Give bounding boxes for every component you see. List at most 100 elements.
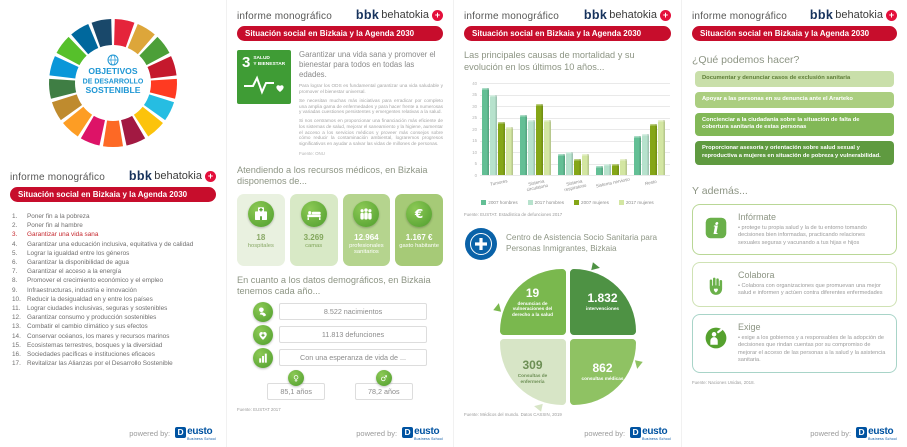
sdg3-label: SALUD Y BIENESTAR xyxy=(253,56,286,67)
panel-actions: informe monográfico bbk behatokia + Situ… xyxy=(682,0,907,447)
cassin-label: consultas médicas xyxy=(581,376,624,382)
ademas-card-title: Infórmate xyxy=(738,211,777,222)
source-note: Fuente: EUSTAT 2017 xyxy=(237,406,281,412)
cycle-arrow-icon xyxy=(492,302,503,312)
resource-card: €1.167 € gasto habitante xyxy=(395,193,443,266)
y-axis-tick: 30 xyxy=(472,103,477,109)
report-kicker: informe monográfico xyxy=(237,11,332,22)
resources-heading: Atendiendo a los recursos médicos, en Bi… xyxy=(237,164,428,187)
x-axis-label: Tumores xyxy=(489,178,508,187)
deusto-logo: D eusto Business School xyxy=(630,426,671,442)
goal-number: 8. xyxy=(12,277,18,285)
y-axis-tick: 35 xyxy=(472,92,477,97)
goal-text: Lograr la igualdad entre los géneros xyxy=(27,249,130,257)
sdg-goal-item: 15. Ecosistemas terrestres, bosques y la … xyxy=(10,341,216,350)
resource-card: 3.269 camas xyxy=(289,193,338,266)
resources-cards: 18 hospitales 3.269 camas 12.964 profesionale… xyxy=(237,193,443,266)
powered-by-label: powered by: xyxy=(356,429,398,439)
sdg-wheel-segment xyxy=(113,19,135,48)
life-expectancy-row: ♀ 85,1 años ♂ 78,2 años xyxy=(237,369,443,400)
male-icon: ♂ xyxy=(375,369,392,386)
deusto-logo-main: D eusto xyxy=(630,426,668,438)
heartbeat-icon xyxy=(244,75,284,95)
legend-swatch xyxy=(481,200,487,205)
ademas-card-body: Exige exige a los gobiernos y a responsab… xyxy=(738,322,888,365)
life-expectancy-item: ♂ 78,2 años xyxy=(355,369,413,400)
sdg-goals-list: 1. Poner fin a la pobreza 2. Poner fin al h… xyxy=(10,212,216,368)
chart-bar xyxy=(642,133,649,175)
chart-bar xyxy=(634,135,641,175)
resource-value: 1.167 € xyxy=(405,232,433,242)
sdg3-paragraph: Para lograr los ODS es fundamental garan… xyxy=(299,83,443,95)
sdg-goal-item: 16. Sociedades pacíficas e instituciones … xyxy=(10,350,216,359)
medicos-del-mundo-logo xyxy=(464,227,498,261)
cassin-label: Consultas de enfermería xyxy=(517,373,548,384)
report-kicker: informe monográfico xyxy=(10,172,105,183)
resource-label: profesionales sanitarios xyxy=(349,242,384,256)
deusto-logo-subtext: Business School xyxy=(642,436,671,441)
goal-number: 10. xyxy=(12,295,21,303)
resource-value: 3.269 xyxy=(303,232,324,242)
sdg-goal-item: 1. Poner fin a la pobreza xyxy=(10,212,216,221)
banner-title: Situación social en Bizkaia y la Agenda … xyxy=(237,26,443,41)
legend-item: 2017 mujeres xyxy=(618,200,654,205)
medicos-del-mundo-icon xyxy=(465,228,497,260)
bbk-behatokia-logo: bbk behatokia + xyxy=(356,8,443,22)
cassin-title: Centro de Asistencia Socio Sanitaria par… xyxy=(506,233,658,253)
behatokia-logo-text: behatokia xyxy=(154,170,202,182)
deusto-logo-text: eusto xyxy=(187,426,213,437)
sdg-goal-item: 7. Garantizar el acceso a la energía xyxy=(10,267,216,276)
deusto-logo-text: eusto xyxy=(414,426,440,437)
goal-number: 15. xyxy=(12,341,21,349)
y-axis-tick: 10 xyxy=(472,149,477,155)
cassin-value: 862 xyxy=(592,361,613,376)
chart-bar xyxy=(658,119,665,175)
sdg-wheel-segment xyxy=(147,56,177,79)
banner-title: Situación social en Bizkaia y la Agenda … xyxy=(692,26,897,41)
goal-text: Garantizar una educación inclusiva, equi… xyxy=(27,240,194,248)
cassin-label: denuncias de vulneraciones del derecho a… xyxy=(512,300,553,317)
cycle-arrow-icon xyxy=(590,262,601,272)
bbk-behatokia-logo: bbk behatokia + xyxy=(810,8,897,22)
goal-number: 12. xyxy=(12,314,21,322)
deusto-logo-icon: D xyxy=(630,426,642,438)
source-note: Fuente: ONU xyxy=(299,150,325,156)
behatokia-logo-text: behatokia xyxy=(381,9,429,21)
actions-list: Documentar y denunciar casos de exclusió… xyxy=(692,71,897,165)
goal-number: 6. xyxy=(12,259,18,267)
resource-label: camas xyxy=(305,242,323,249)
chart-bar xyxy=(574,158,581,175)
heartplus-icon xyxy=(253,324,273,345)
actions-heading: ¿Qué podemos hacer? xyxy=(692,54,800,66)
sdg-goal-item: 6. Garantizar la disponibilidad de agua xyxy=(10,258,216,267)
chart-gridline xyxy=(480,106,670,107)
goal-text: Garantizar la disponibilidad de agua xyxy=(27,259,129,267)
x-axis-label: Sistema nervioso xyxy=(595,176,631,189)
hospital-icon xyxy=(247,200,274,227)
sdg-wheel-title-line: OBJETIVOS xyxy=(88,66,137,76)
deusto-logo: D eusto Business School xyxy=(175,426,216,442)
goal-number: 11. xyxy=(12,305,21,313)
x-axis-label: Sistema respiratorio xyxy=(563,178,587,193)
euro-icon: € xyxy=(406,200,433,227)
baby-icon xyxy=(253,301,273,322)
bbk-plus-icon: + xyxy=(432,9,443,21)
legend-swatch xyxy=(527,200,533,205)
y-axis-tick: 5 xyxy=(474,161,477,166)
legend-item: 2017 hombres xyxy=(527,200,564,205)
y-axis-tick: 0 xyxy=(474,172,477,178)
deusto-logo-subtext: Business School xyxy=(187,436,216,441)
sdg3-description: Garantizar una vida sana y promover el b… xyxy=(299,50,443,156)
sdg3-number: 3 xyxy=(242,54,251,71)
ademas-card-body: Colabora Colabora con organizaciones que … xyxy=(738,270,888,298)
goal-number: 14. xyxy=(12,332,21,340)
action-item: Documentar y denunciar casos de exclusió… xyxy=(695,71,894,87)
goal-text: Garantizar el acceso a la energía xyxy=(27,268,122,276)
chart-bar xyxy=(566,152,573,175)
barchart-icon xyxy=(253,347,273,368)
demography-row: Con una esperanza de vida de ... xyxy=(237,347,443,368)
chart-gridline xyxy=(480,83,670,84)
person-icon xyxy=(701,322,731,351)
bed-icon xyxy=(300,200,327,227)
demography-value: 8.522 nacimientos xyxy=(279,303,427,321)
